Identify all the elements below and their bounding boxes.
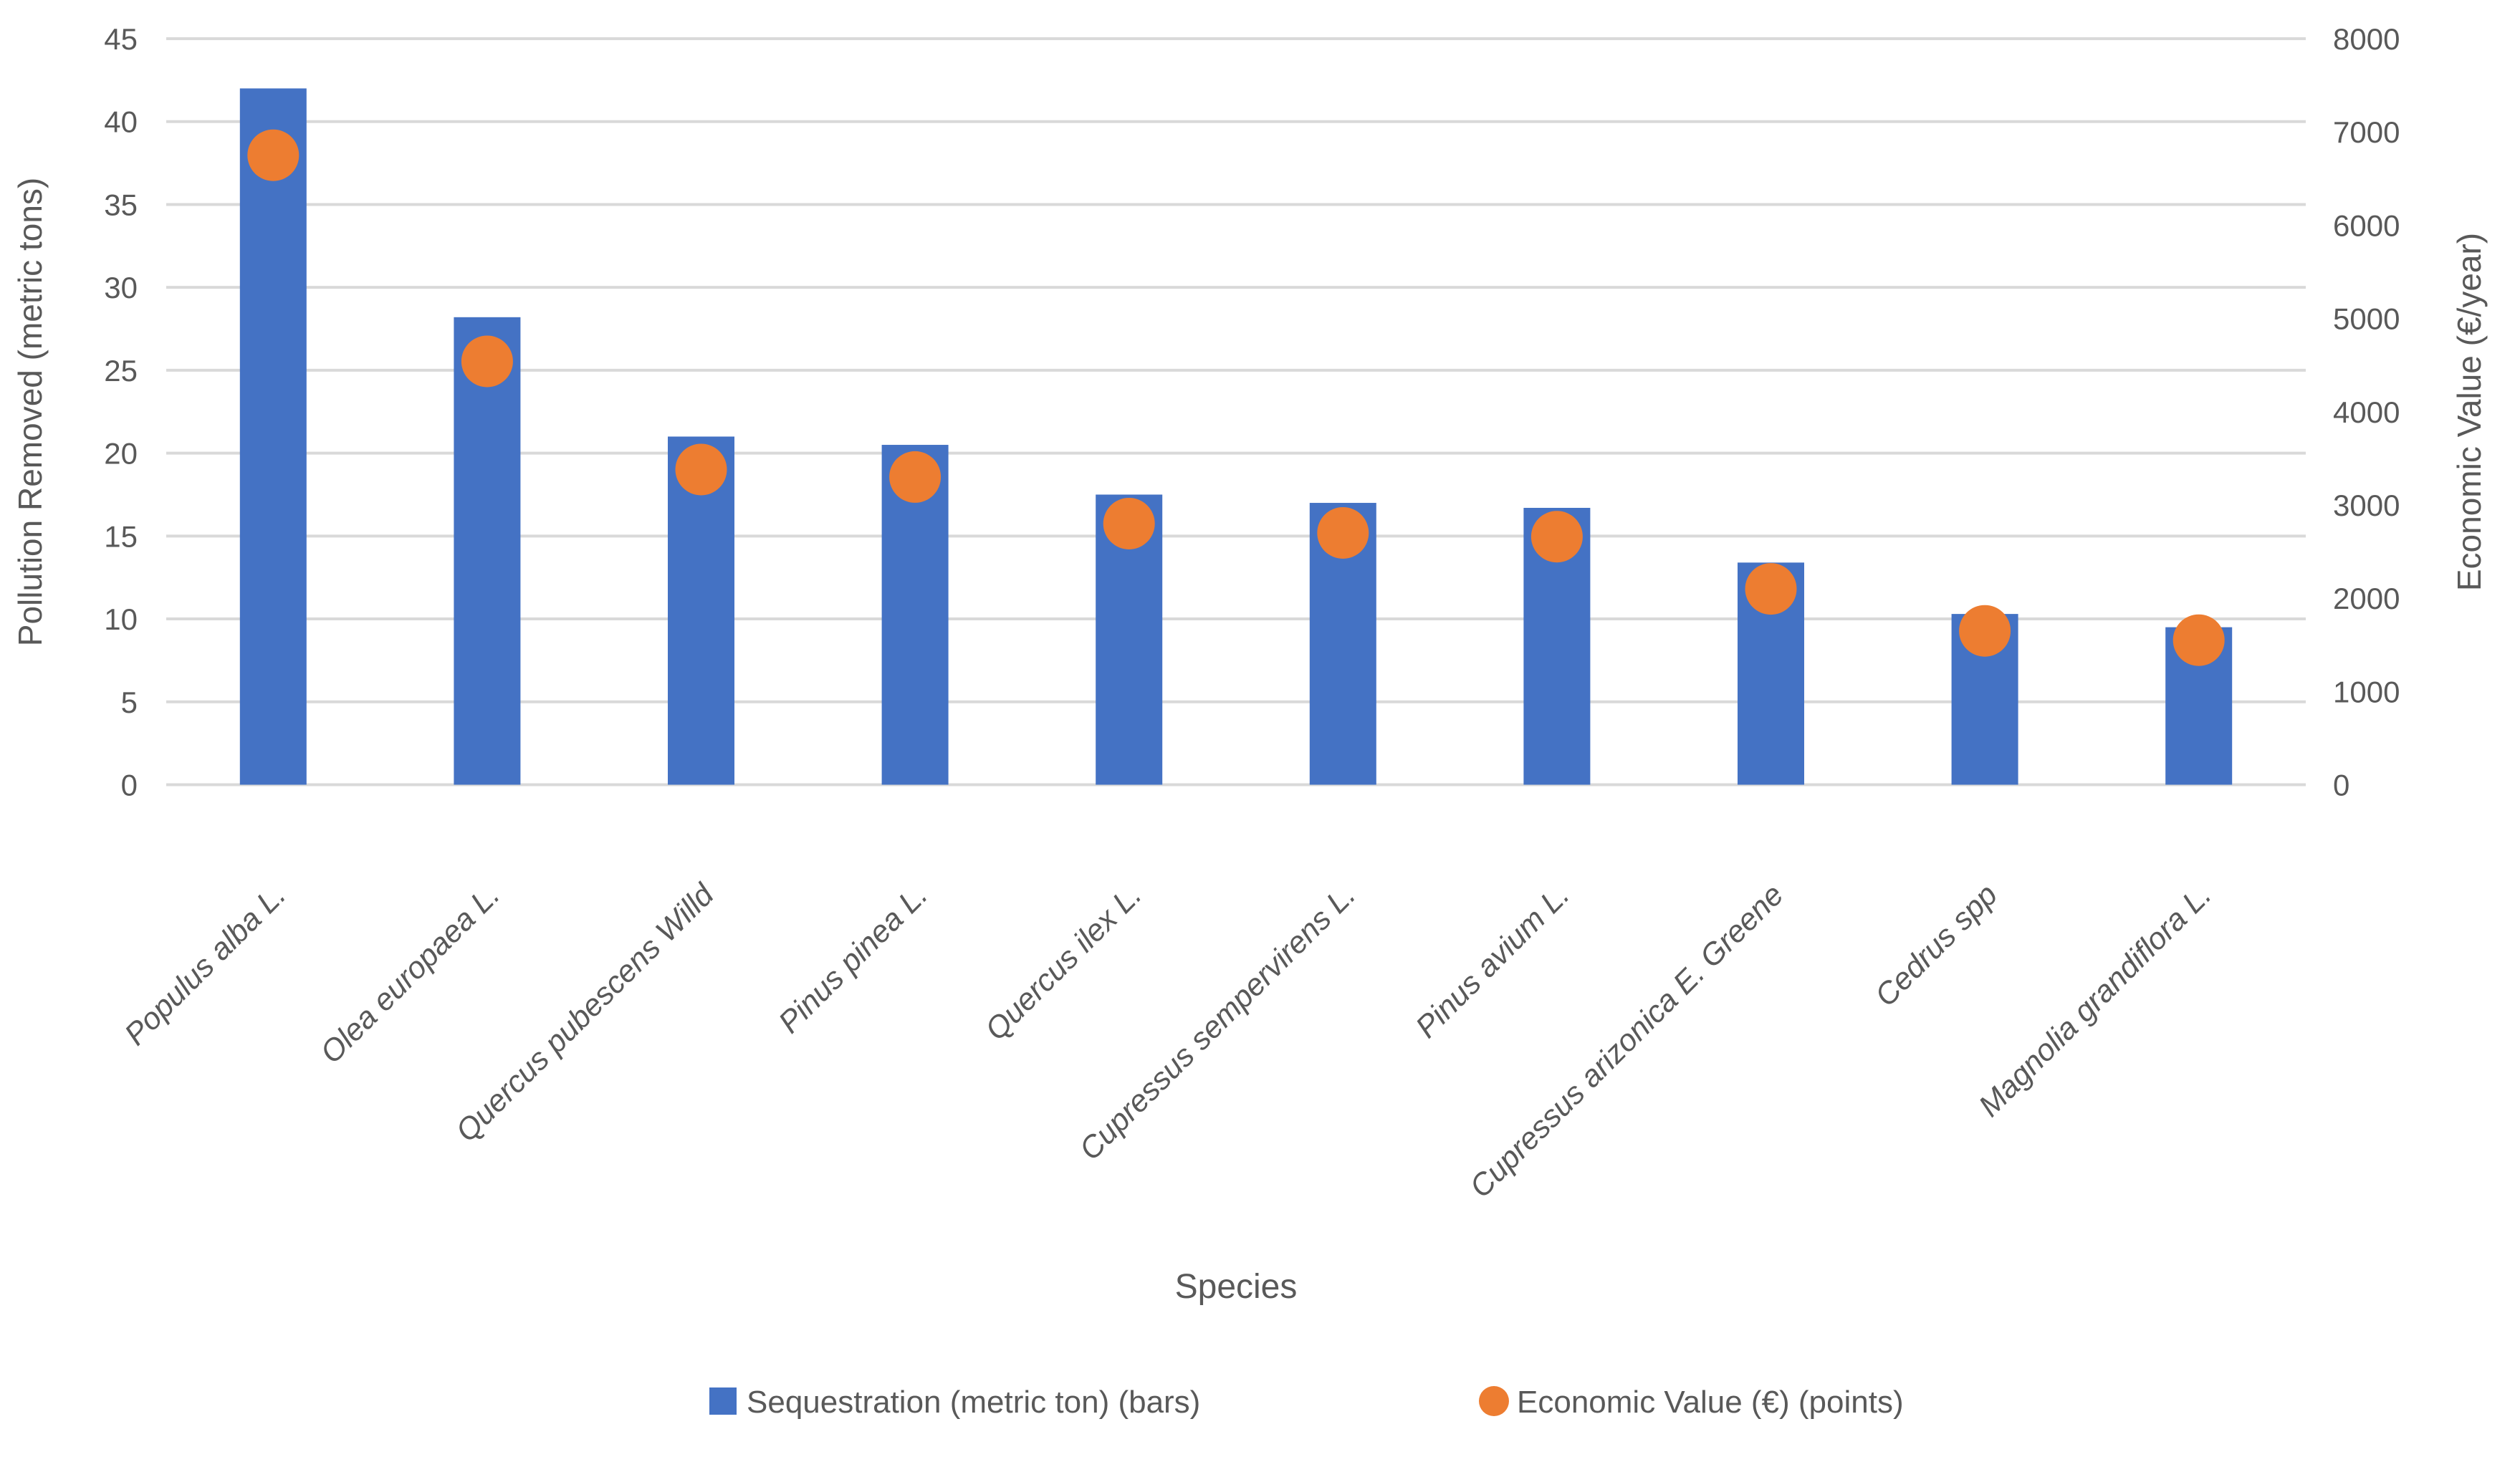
x-axis-category-labels: Populus alba L. Olea europaea L.Quercus p… xyxy=(118,877,2218,1205)
gridlines xyxy=(166,37,2306,787)
data-point xyxy=(2172,614,2225,666)
right-axis-tick-label: 7000 xyxy=(2333,115,2400,149)
bar xyxy=(239,88,307,785)
left-axis-tick-label: 15 xyxy=(104,519,138,553)
x-axis-category-label: Quercus ilex L. xyxy=(979,877,1149,1047)
x-axis-title: Species xyxy=(1175,1268,1298,1306)
left-axis-tick-label: 20 xyxy=(104,437,138,471)
left-axis-tick-label: 0 xyxy=(121,769,138,802)
bar xyxy=(454,317,521,785)
data-point xyxy=(1745,563,1797,615)
right-axis-tick-label: 1000 xyxy=(2333,675,2400,708)
right-axis-tick-label: 6000 xyxy=(2333,208,2400,242)
legend: Sequestration (metric ton) (bars) Econom… xyxy=(709,1385,1904,1420)
left-axis-tick-label: 10 xyxy=(104,602,138,636)
x-axis-category-label: Olea europaea L. xyxy=(314,877,507,1070)
x-axis-category-label: Magnolia grandiflora L. xyxy=(1973,877,2218,1123)
point-series xyxy=(247,129,2225,666)
data-point xyxy=(1530,511,1583,563)
left-axis-tick-label: 30 xyxy=(104,271,138,304)
legend-bar-swatch-icon xyxy=(709,1387,737,1415)
right-axis-tick-label: 4000 xyxy=(2333,395,2400,429)
left-axis-tick-label: 5 xyxy=(121,686,138,719)
right-axis-tick-label: 3000 xyxy=(2333,489,2400,522)
data-point xyxy=(247,129,300,181)
data-point xyxy=(461,335,513,388)
right-axis-tick-label: 5000 xyxy=(2333,302,2400,336)
data-point xyxy=(1103,497,1155,549)
left-axis-tick-label: 40 xyxy=(104,105,138,139)
data-point xyxy=(1959,605,2011,657)
right-axis-tick-label: 2000 xyxy=(2333,582,2400,615)
legend-bar-label: Sequestration (metric ton) (bars) xyxy=(747,1385,1200,1420)
left-axis-tick-label: 45 xyxy=(104,22,138,56)
left-axis-tick-label: 25 xyxy=(104,354,138,388)
right-axis-title: Economic Value (€/year) xyxy=(2450,233,2488,591)
data-point xyxy=(889,451,942,503)
legend-point-label: Economic Value (€) (points) xyxy=(1517,1385,1904,1420)
legend-point-swatch-icon xyxy=(1479,1386,1509,1416)
x-axis-category-label: Pinus avium L. xyxy=(1409,877,1576,1044)
x-axis-category-label: Populus alba L. xyxy=(118,877,293,1052)
right-axis-tick-label: 0 xyxy=(2333,769,2349,802)
left-axis-title: Pollution Removed (metric tons) xyxy=(11,178,49,646)
right-axis-tick-label: 8000 xyxy=(2333,22,2400,56)
left-axis-tick-label: 35 xyxy=(104,188,138,221)
data-point xyxy=(675,443,727,496)
data-point xyxy=(1317,506,1369,559)
x-axis-category-label: Cedrus spp xyxy=(1869,877,2004,1013)
left-axis-tick-labels: 0 5 10 15 20 25 30 35 40 45 xyxy=(104,22,138,802)
right-axis-tick-labels: 0 1000 2000 3000 4000 5000 6000 7000 8000 xyxy=(2333,22,2400,802)
bar-series xyxy=(239,88,2233,785)
x-axis-category-label: Pinus pinea L. xyxy=(772,877,935,1040)
